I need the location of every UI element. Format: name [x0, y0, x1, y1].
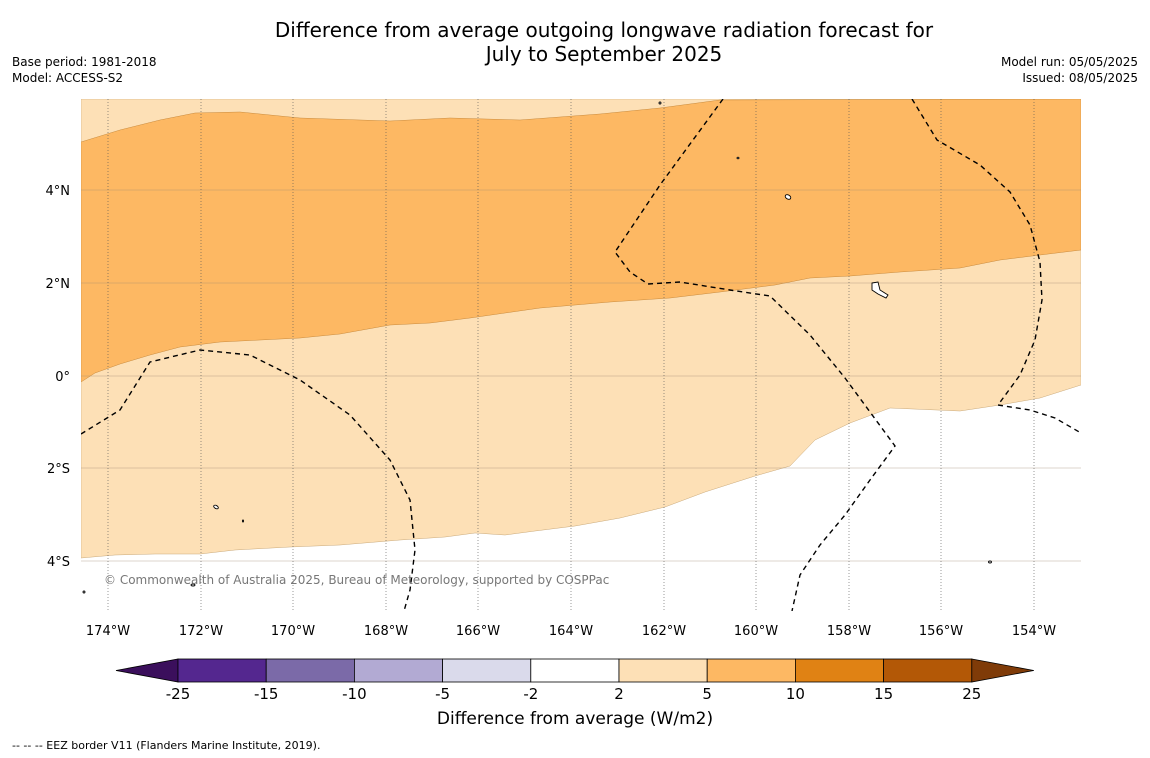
- colorbar-tick-label: -10: [342, 685, 367, 703]
- eez-footnote: -- -- -- EEZ border V11 (Flanders Marine…: [12, 739, 321, 752]
- colorbar: [115, 658, 1034, 683]
- colorbar-segment: [883, 658, 973, 683]
- title-line-1: Difference from average outgoing longwav…: [274, 18, 934, 42]
- lon-labels: 174°W 172°W 170°W 168°W 166°W 164°W 162°…: [86, 624, 1056, 639]
- lat-label: 2°N: [46, 277, 71, 292]
- colorbar-title: Difference from average (W/m2): [436, 709, 714, 729]
- lat-label: 0°: [55, 370, 70, 385]
- colorbar-tick-label: 25: [962, 685, 981, 703]
- lon-label: 162°W: [642, 624, 686, 639]
- lon-label: 170°W: [271, 624, 315, 639]
- lat-labels: 4°N 2°N 0° 2°S 4°S: [46, 184, 71, 570]
- colorbar-extend-high: [971, 658, 1034, 683]
- map-title: Difference from average outgoing longwav…: [0, 18, 1150, 66]
- colorbar-tick-label: 15: [874, 685, 893, 703]
- colorbar-tick-label: 2: [614, 685, 624, 703]
- colorbar-segment: [442, 658, 532, 683]
- lon-label: 172°W: [179, 624, 223, 639]
- colorbar-tick-label: 5: [702, 685, 712, 703]
- lon-label: 174°W: [86, 624, 130, 639]
- lat-label: 4°S: [47, 555, 70, 570]
- eez-borders: [81, 99, 1081, 611]
- title-line-2: July to September 2025: [485, 42, 723, 66]
- base-period: Base period: 1981-2018: [12, 55, 157, 69]
- lat-gridlines: [81, 189, 1081, 562]
- lat-label: 2°S: [47, 462, 70, 477]
- colorbar-segment: [795, 658, 885, 683]
- model-run: Model run: 05/05/2025: [1000, 55, 1138, 69]
- colorbar-segment: [530, 658, 620, 683]
- colorbar-tick-label: -5: [435, 685, 450, 703]
- copyright-notice: © Commonwealth of Australia 2025, Bureau…: [104, 573, 609, 587]
- colorbar-segment: [618, 658, 708, 683]
- islands: [82, 101, 992, 594]
- lon-label: 158°W: [827, 624, 871, 639]
- colorbar-segment: [353, 658, 443, 683]
- colorbar-tick-label: 10: [786, 685, 805, 703]
- colorbar-extend-low: [115, 658, 179, 683]
- colorbar-segment: [265, 658, 355, 683]
- map-area: [81, 99, 1081, 611]
- lon-label: 154°W: [1012, 624, 1056, 639]
- lon-label: 156°W: [919, 624, 963, 639]
- colorbar-tick-label: -25: [166, 685, 191, 703]
- lon-label: 164°W: [549, 624, 593, 639]
- colorbar-tick-label: -15: [254, 685, 279, 703]
- colorbar-segment: [177, 658, 267, 683]
- model-name: Model: ACCESS-S2: [12, 71, 124, 85]
- colorbar-tick-label: -2: [523, 685, 538, 703]
- issued-date: Issued: 08/05/2025: [1022, 71, 1138, 85]
- colorbar-ticks: -25 -15 -10 -5 -2 2 5 10 15 25: [166, 685, 982, 703]
- meta-right: Model run: 05/05/2025 Issued: 08/05/2025: [1001, 54, 1138, 86]
- lon-label: 160°W: [734, 624, 778, 639]
- lon-label: 166°W: [456, 624, 500, 639]
- meta-left: Base period: 1981-2018 Model: ACCESS-S2: [12, 54, 157, 86]
- contour-5-to-10: [81, 99, 1081, 383]
- lat-label: 4°N: [46, 184, 71, 199]
- colorbar-segment: [706, 658, 796, 683]
- lon-gridlines: [107, 99, 1035, 611]
- lon-label: 168°W: [364, 624, 408, 639]
